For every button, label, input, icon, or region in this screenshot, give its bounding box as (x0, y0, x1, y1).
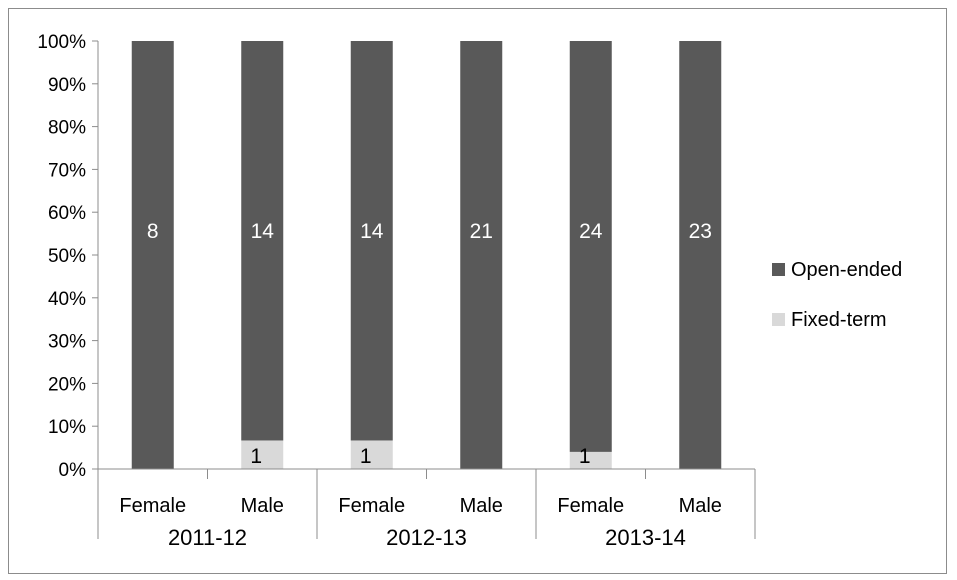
bar-open-ended-3 (460, 41, 503, 469)
bar-fixed-term-1 (241, 440, 284, 469)
axis-layer: 0% 10% 20% 30% 40% 50% 60% 70% 80% 90% 100% Female M… (37, 32, 756, 550)
y-tick-label-7: 70% (48, 160, 86, 181)
y-tick-label-5: 50% (48, 246, 86, 267)
bar-open-ended-2 (350, 41, 393, 441)
data-label-open-ended-5: 23 (689, 220, 712, 243)
legend-swatch-fixed-term (772, 313, 785, 326)
bar-fixed-term-4 (569, 451, 612, 469)
data-label-fixed-term-4: 1 (579, 445, 591, 468)
legend-label-open-ended: Open-ended (791, 259, 902, 281)
legend: Open-ended Fixed-term (772, 259, 902, 331)
bar-open-ended-5 (679, 41, 722, 469)
y-tick-label-0: 0% (59, 460, 87, 481)
data-label-fixed-term-2: 1 (360, 445, 372, 468)
legend-label-fixed-term: Fixed-term (791, 309, 887, 331)
data-label-open-ended-0: 8 (147, 220, 159, 243)
y-tick-label-1: 10% (48, 417, 86, 438)
bar-open-ended-4 (569, 41, 612, 452)
bars-layer (131, 41, 722, 469)
x-group-label-1: 2012-13 (386, 525, 467, 550)
x-category-label-0: Female (119, 495, 186, 517)
bar-open-ended-0 (131, 41, 174, 469)
data-label-open-ended-2: 14 (360, 220, 384, 243)
bar-fixed-term-2 (350, 440, 393, 469)
labels-layer: 8 14 1 14 1 21 24 1 23 (147, 220, 712, 468)
x-group-label-2: 2013-14 (605, 525, 686, 550)
y-tick-label-2: 20% (48, 374, 86, 395)
x-category-label-2: Female (338, 495, 405, 517)
y-tick-label-10: 100% (37, 32, 86, 53)
chart-frame (8, 8, 947, 574)
bar-open-ended-1 (241, 41, 284, 441)
data-label-open-ended-4: 24 (579, 220, 603, 243)
y-tick-label-9: 90% (48, 75, 86, 96)
y-tick-label-4: 40% (48, 289, 86, 310)
x-category-label-4: Female (557, 495, 624, 517)
data-label-fixed-term-1: 1 (250, 445, 262, 468)
x-category-label-5: Male (679, 495, 722, 517)
y-tick-label-8: 80% (48, 118, 86, 139)
x-category-label-1: Male (241, 495, 284, 517)
data-label-open-ended-1: 14 (251, 220, 275, 243)
x-group-label-0: 2011-12 (168, 525, 247, 550)
y-tick-label-6: 60% (48, 203, 86, 224)
y-tick-label-3: 30% (48, 332, 86, 353)
x-category-label-3: Male (460, 495, 503, 517)
data-label-open-ended-3: 21 (470, 220, 493, 243)
legend-swatch-open-ended (772, 263, 785, 276)
